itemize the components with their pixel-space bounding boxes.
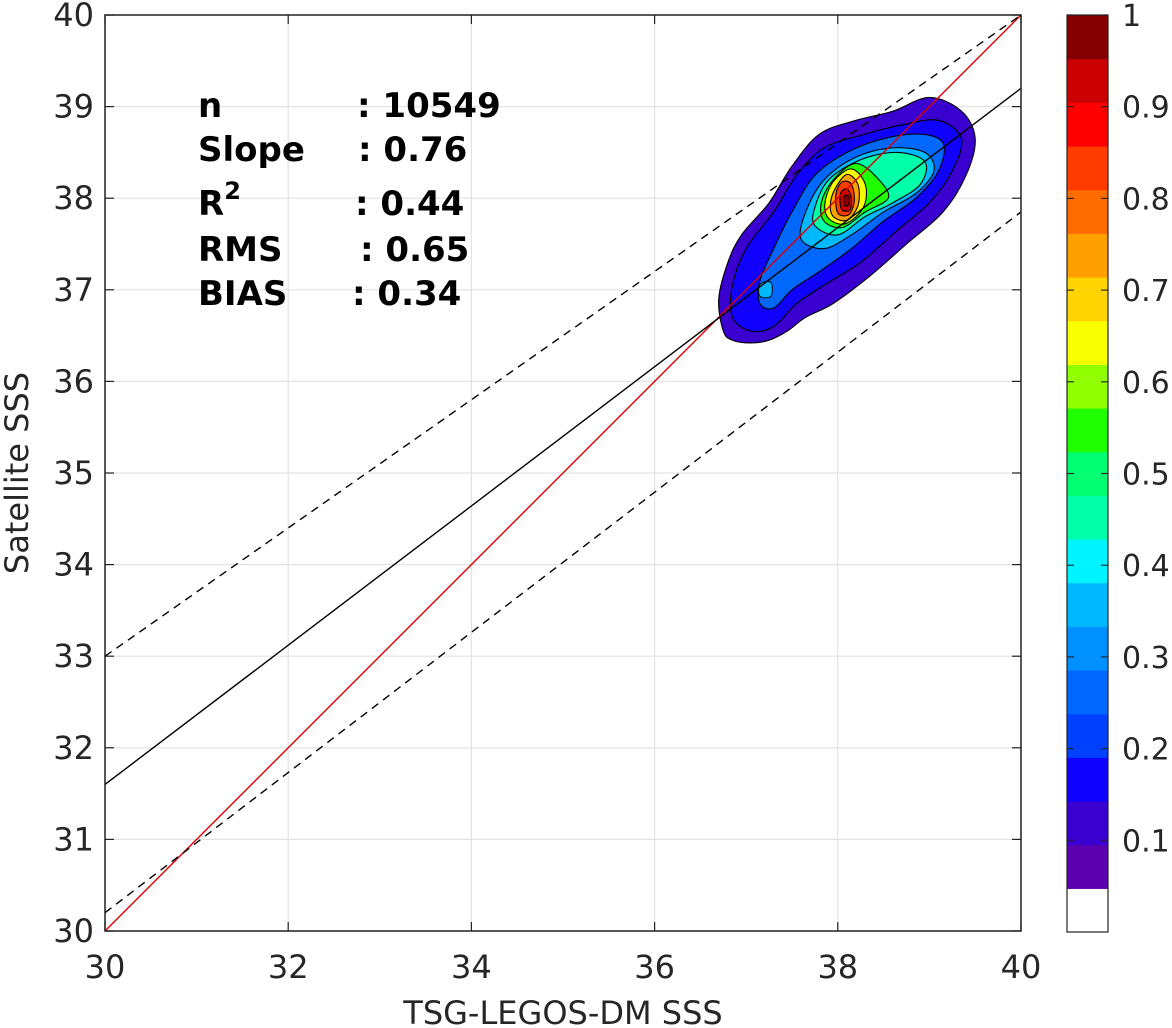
x-tick-label: 30 xyxy=(85,948,126,986)
stat-r2-letter: R xyxy=(198,184,224,224)
colorbar-segment xyxy=(1067,364,1108,409)
colorbar-segment xyxy=(1067,801,1108,846)
reference-lines xyxy=(105,15,1021,931)
lower-bound-line xyxy=(105,211,1021,914)
stat-n-value: : 10549 xyxy=(357,86,501,126)
colorbar-tick-label: 1 xyxy=(1122,0,1141,34)
y-tick-label: 40 xyxy=(53,0,94,34)
colorbar-tick-label: 0.9 xyxy=(1122,91,1170,126)
stats-box: n : 10549 Slope : 0.76 R2 : 0.44 RMS : 0… xyxy=(198,86,501,314)
upper-bound-line xyxy=(105,15,1021,657)
colorbar-segment xyxy=(1067,277,1108,322)
stat-r2-label: R2 xyxy=(198,177,241,224)
stat-r2-value: : 0.44 xyxy=(355,184,464,224)
colorbar-segment xyxy=(1067,495,1108,540)
colorbar-tick-label: 0.7 xyxy=(1122,274,1170,309)
stat-slope-value: : 0.76 xyxy=(358,130,467,170)
y-tick-label: 35 xyxy=(53,454,94,492)
colorbar-segment xyxy=(1067,233,1108,278)
colorbar-tick-label: 0.6 xyxy=(1122,366,1170,401)
x-axis-label: TSG-LEGOS-DM SSS xyxy=(402,994,722,1028)
colorbar-segment xyxy=(1067,888,1108,933)
colorbar-segment xyxy=(1067,757,1108,802)
colorbar-segment xyxy=(1067,539,1108,584)
one-to-one-line xyxy=(105,15,1021,931)
x-tick-labels: 30 32 34 36 38 40 xyxy=(85,948,1042,986)
colorbar-tick-label: 0.5 xyxy=(1122,458,1170,493)
colorbar-segment xyxy=(1067,58,1108,103)
colorbar-tick-label: 0.4 xyxy=(1122,549,1170,584)
grid-lines xyxy=(104,14,1022,932)
y-axis-label: Satellite SSS xyxy=(0,372,36,574)
colorbar-segment xyxy=(1067,844,1108,889)
density-contour-level xyxy=(843,194,850,207)
colorbar-tick-label: 0.3 xyxy=(1122,641,1170,676)
stat-n-label: n xyxy=(198,86,222,126)
colorbar-tick-label: 0.1 xyxy=(1122,824,1170,859)
x-tick-label: 32 xyxy=(268,948,309,986)
colorbar-segment xyxy=(1067,146,1108,191)
stat-bias-value: : 0.34 xyxy=(352,274,461,314)
y-tick-label: 34 xyxy=(53,546,94,584)
y-tick-label: 31 xyxy=(53,820,94,858)
y-tick-label: 39 xyxy=(53,88,94,126)
x-tick-label: 38 xyxy=(817,948,858,986)
colorbar-segment xyxy=(1067,670,1108,715)
y-tick-label: 38 xyxy=(53,179,94,217)
colorbar xyxy=(1067,15,1108,933)
colorbar-tick-label: 0.8 xyxy=(1122,182,1170,217)
density-secondary-maximum xyxy=(758,281,773,299)
y-tick-label: 36 xyxy=(53,362,94,400)
colorbar-segment xyxy=(1067,626,1108,671)
y-tick-label: 33 xyxy=(53,637,94,675)
stat-slope-label: Slope xyxy=(198,130,305,170)
y-tick-label: 37 xyxy=(53,271,94,309)
colorbar-segment xyxy=(1067,408,1108,453)
x-tick-label: 40 xyxy=(1001,948,1042,986)
axis-ticks xyxy=(104,14,1022,932)
colorbar-segment xyxy=(1067,582,1108,627)
colorbar-segment xyxy=(1067,102,1108,147)
x-tick-label: 36 xyxy=(634,948,675,986)
y-tick-labels: 30 31 32 33 34 35 36 37 38 39 40 xyxy=(53,0,94,950)
colorbar-segment xyxy=(1067,713,1108,758)
y-tick-label: 32 xyxy=(53,729,94,767)
colorbar-segment xyxy=(1067,320,1108,365)
colorbar-segment xyxy=(1067,189,1108,234)
stat-rms-value: : 0.65 xyxy=(360,230,469,270)
colorbar-segment xyxy=(1067,15,1108,60)
stat-r2-superscript: 2 xyxy=(224,177,241,205)
regression-line xyxy=(105,87,1021,785)
colorbar-tick-labels: 0.1 0.2 0.3 0.4 0.5 0.6 0.7 0.8 0.9 1 xyxy=(1122,0,1170,859)
y-tick-label: 30 xyxy=(53,912,94,950)
stat-bias-label: BIAS xyxy=(198,274,287,314)
stat-rms-label: RMS xyxy=(198,230,283,270)
colorbar-tick-label: 0.2 xyxy=(1122,733,1170,768)
colorbar-ticks xyxy=(1067,14,1108,841)
x-tick-label: 34 xyxy=(451,948,492,986)
